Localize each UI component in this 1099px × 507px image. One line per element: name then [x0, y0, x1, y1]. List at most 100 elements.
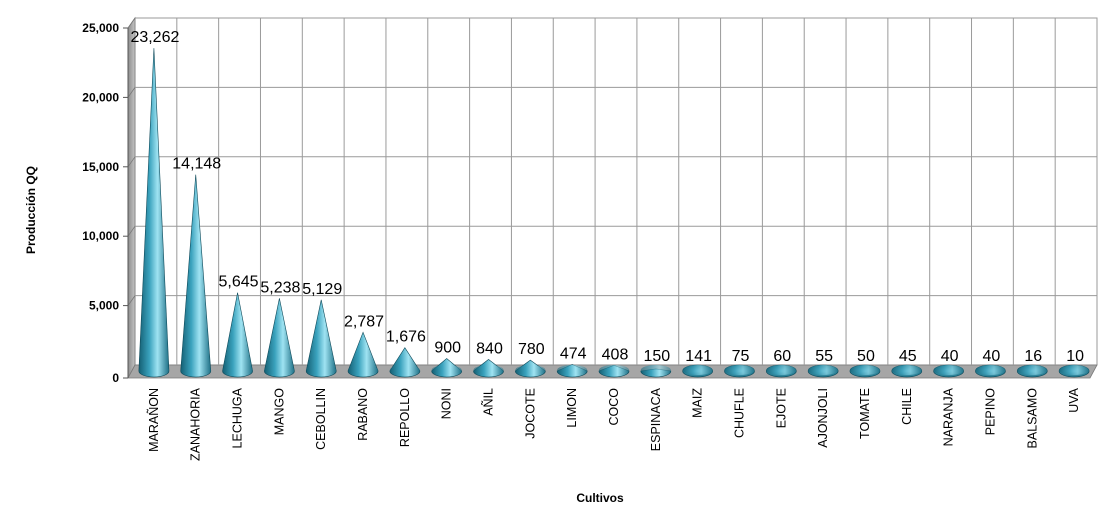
cone-cap	[598, 365, 630, 375]
x-tick-label: CEBOLLIN	[314, 388, 328, 450]
data-label: 1,676	[386, 329, 426, 346]
cone-cap	[180, 365, 211, 375]
data-label: 60	[773, 348, 791, 365]
cone-cap	[1017, 365, 1048, 375]
cone-bar-naranja	[933, 364, 964, 378]
x-tick-label: AJONJOLI	[816, 388, 830, 448]
x-tick-label: NARANJA	[942, 387, 956, 446]
cone-bar-añil	[473, 358, 504, 378]
cone-bar-zanahoria	[180, 174, 212, 378]
cone-bar-uva	[1058, 364, 1090, 378]
cone-bar-coco	[598, 365, 630, 378]
gridline-side	[127, 225, 136, 237]
data-label: 840	[476, 340, 503, 357]
data-label: 2,787	[344, 313, 384, 330]
cone-cap	[473, 365, 504, 375]
x-tick-label: ZANAHORIA	[189, 387, 203, 461]
cone-cap	[766, 365, 797, 375]
data-label: 5,238	[260, 279, 300, 296]
cone-cap	[306, 365, 337, 375]
cone-cap	[515, 365, 546, 375]
cone-body	[180, 174, 212, 378]
cone-bar-pepino	[975, 364, 1006, 378]
cone-bar-ejote	[765, 364, 797, 378]
cone-cap	[975, 365, 1006, 375]
x-tick-label: MAIZ	[691, 388, 705, 418]
cone-cap	[1059, 365, 1090, 375]
y-tick-label: 10,000	[82, 229, 119, 243]
cone-bar-jocote	[514, 359, 546, 378]
x-tick-label: JOCOTE	[523, 388, 537, 439]
cone-cap	[347, 365, 379, 375]
x-tick-label: PEPINO	[983, 388, 997, 436]
cone-bar-ajonjoli	[807, 364, 839, 378]
data-label: 40	[983, 348, 1001, 365]
x-tick-label: LECHUGA	[231, 387, 245, 448]
y-axis-label: Producción QQ	[24, 166, 38, 254]
y-tick-label: 5,000	[89, 299, 119, 313]
y-tick-label: 15,000	[82, 160, 119, 174]
plot-walls	[127, 16, 1098, 379]
cone-cap	[849, 365, 881, 375]
cone-cap	[891, 365, 922, 375]
cone-bar-espinaca	[640, 365, 672, 378]
cone-cap	[389, 365, 420, 375]
cone-bar-chile	[891, 364, 923, 378]
y-tick-label: 20,000	[82, 90, 119, 104]
data-label: 474	[560, 345, 587, 362]
cone-body	[222, 292, 253, 378]
cone-bar-cebollin	[305, 299, 337, 378]
side-wall	[127, 16, 136, 379]
cone-cap	[808, 365, 839, 375]
back-wall	[134, 17, 1098, 366]
data-label: 10	[1066, 348, 1084, 365]
cone-body	[138, 48, 170, 378]
x-axis-label: Cultivos	[576, 491, 624, 505]
x-tick-label: COCO	[607, 388, 621, 426]
data-label: 14,148	[172, 156, 221, 173]
cone-bar-maiz	[682, 364, 714, 378]
x-tick-label: NONI	[440, 388, 454, 419]
cone-cap	[431, 365, 462, 375]
x-tick-label: AÑIL	[482, 388, 496, 416]
gridlines	[127, 17, 1097, 365]
x-tick-label: ESPINACA	[649, 387, 663, 451]
x-tick-label: CHILE	[900, 388, 914, 425]
cone-bar-repollo	[389, 347, 421, 378]
cone-cap	[724, 365, 755, 375]
cone-bar-balsamo	[1016, 364, 1048, 378]
x-tick-label: RABANO	[356, 388, 370, 441]
data-label: 40	[941, 348, 959, 365]
cone-bars	[138, 48, 1090, 378]
x-tick-label: MANGO	[272, 388, 286, 436]
x-tick-label: CHUFLE	[732, 388, 746, 438]
data-label: 75	[732, 348, 750, 365]
x-tick-label: LIMON	[565, 388, 579, 428]
x-tick-label: UVA	[1067, 387, 1081, 412]
data-label: 50	[857, 348, 875, 365]
cone-body	[305, 299, 337, 378]
cone-bar-limon	[556, 364, 588, 378]
cone-bar-noni	[431, 358, 463, 378]
data-label: 5,645	[219, 274, 259, 291]
cone-bar-rabano	[347, 331, 379, 378]
data-label: 55	[815, 348, 833, 365]
x-tick-label: REPOLLO	[398, 388, 412, 447]
gridline-side	[127, 295, 136, 306]
y-tick-label: 25,000	[82, 21, 119, 35]
x-tick-label: MARAÑON	[147, 388, 161, 452]
cone-bar-tomate	[849, 364, 881, 378]
gridline-side	[127, 156, 136, 168]
data-label: 5,129	[302, 281, 342, 298]
gridline-side	[127, 17, 136, 29]
cone-bar-chufle	[724, 364, 755, 378]
y-axis-ticks: 0 5,000 10,000 15,000 20,000 25,000	[82, 21, 129, 385]
cone-cap	[264, 365, 295, 375]
cone-bar-marañon	[138, 48, 170, 378]
x-tick-label: BALSAMO	[1025, 388, 1039, 449]
data-label: 23,262	[130, 29, 179, 46]
cone-bar-mango	[264, 298, 295, 378]
cone-bar-lechuga	[222, 292, 253, 378]
y-tick-label: 0	[112, 371, 119, 385]
cone-cap	[222, 365, 253, 375]
